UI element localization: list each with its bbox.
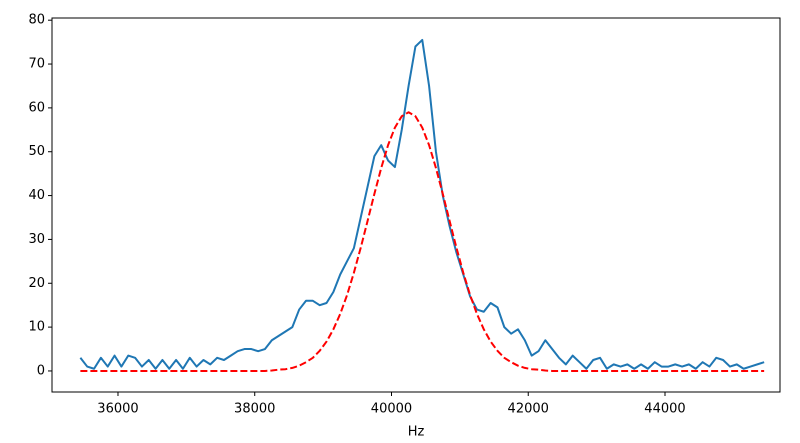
x-axis-label: Hz (408, 425, 425, 440)
plot-frame (51, 17, 781, 393)
line-series (80, 111, 765, 372)
y-tick-label: 10 (28, 320, 45, 335)
y-tick-label: 40 (28, 188, 45, 203)
y-tick-label: 70 (28, 57, 45, 72)
y-tick-label: 30 (28, 232, 45, 247)
x-tick-label: 44000 (644, 402, 685, 417)
y-tick-label: 0 (37, 363, 45, 378)
line-series (79, 38, 765, 370)
y-tick-label: 50 (28, 144, 45, 159)
x-tick-label: 38000 (234, 402, 275, 417)
x-tick-label: 42000 (508, 402, 549, 417)
y-tick-label: 60 (28, 100, 45, 115)
x-tick-label: 40000 (371, 402, 412, 417)
y-tick-label: 80 (28, 13, 45, 28)
x-tick-label: 36000 (97, 402, 138, 417)
y-tick-label: 20 (28, 276, 45, 291)
